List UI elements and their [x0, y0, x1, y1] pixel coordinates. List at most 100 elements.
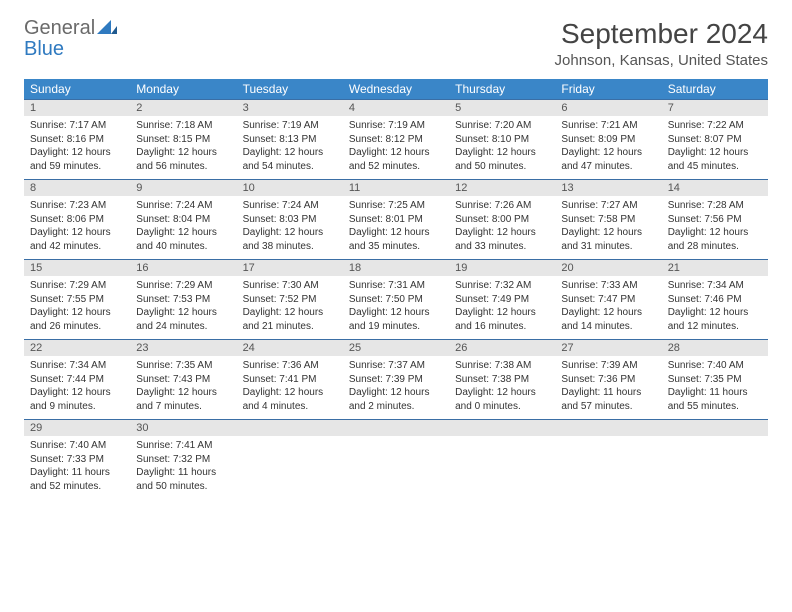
day-details: Sunrise: 7:36 AMSunset: 7:41 PMDaylight:…: [237, 356, 343, 419]
day-details: Sunrise: 7:39 AMSunset: 7:36 PMDaylight:…: [555, 356, 661, 419]
sunrise-text: Sunrise: 7:41 AM: [136, 439, 230, 453]
sunrise-text: Sunrise: 7:38 AM: [455, 359, 549, 373]
dow-header: Wednesday: [343, 79, 449, 99]
day-number: 25: [343, 339, 449, 356]
day-details: Sunrise: 7:40 AMSunset: 7:33 PMDaylight:…: [24, 436, 130, 499]
day-number: 7: [662, 99, 768, 116]
sunset-text: Sunset: 7:52 PM: [243, 293, 337, 307]
calendar-week-row: 8Sunrise: 7:23 AMSunset: 8:06 PMDaylight…: [24, 179, 768, 259]
day-number: 2: [130, 99, 236, 116]
sunset-text: Sunset: 7:49 PM: [455, 293, 549, 307]
calendar-day-cell: [343, 419, 449, 499]
day-number: 12: [449, 179, 555, 196]
sunrise-text: Sunrise: 7:33 AM: [561, 279, 655, 293]
day-details: Sunrise: 7:27 AMSunset: 7:58 PMDaylight:…: [555, 196, 661, 259]
daylight-text: Daylight: 12 hours and 45 minutes.: [668, 146, 762, 173]
logo-mark-icon: [97, 18, 117, 39]
sunset-text: Sunset: 7:43 PM: [136, 373, 230, 387]
day-number: 24: [237, 339, 343, 356]
day-number: 16: [130, 259, 236, 276]
daylight-text: Daylight: 12 hours and 7 minutes.: [136, 386, 230, 413]
daylight-text: Daylight: 12 hours and 33 minutes.: [455, 226, 549, 253]
dow-header: Monday: [130, 79, 236, 99]
day-number: 9: [130, 179, 236, 196]
day-details: Sunrise: 7:24 AMSunset: 8:04 PMDaylight:…: [130, 196, 236, 259]
calendar-day-cell: 25Sunrise: 7:37 AMSunset: 7:39 PMDayligh…: [343, 339, 449, 419]
sunset-text: Sunset: 7:33 PM: [30, 453, 124, 467]
day-number: 15: [24, 259, 130, 276]
sunrise-text: Sunrise: 7:19 AM: [349, 119, 443, 133]
calendar-day-cell: 6Sunrise: 7:21 AMSunset: 8:09 PMDaylight…: [555, 99, 661, 179]
daylight-text: Daylight: 11 hours and 55 minutes.: [668, 386, 762, 413]
sunset-text: Sunset: 7:39 PM: [349, 373, 443, 387]
calendar-day-cell: 12Sunrise: 7:26 AMSunset: 8:00 PMDayligh…: [449, 179, 555, 259]
calendar-table: Sunday Monday Tuesday Wednesday Thursday…: [24, 79, 768, 499]
day-details: Sunrise: 7:18 AMSunset: 8:15 PMDaylight:…: [130, 116, 236, 179]
sunrise-text: Sunrise: 7:37 AM: [349, 359, 443, 373]
day-number: 3: [237, 99, 343, 116]
day-details: Sunrise: 7:41 AMSunset: 7:32 PMDaylight:…: [130, 436, 236, 499]
calendar-day-cell: [662, 419, 768, 499]
calendar-day-cell: 22Sunrise: 7:34 AMSunset: 7:44 PMDayligh…: [24, 339, 130, 419]
calendar-day-cell: 26Sunrise: 7:38 AMSunset: 7:38 PMDayligh…: [449, 339, 555, 419]
day-details: Sunrise: 7:30 AMSunset: 7:52 PMDaylight:…: [237, 276, 343, 339]
daylight-text: Daylight: 11 hours and 50 minutes.: [136, 466, 230, 493]
sunset-text: Sunset: 7:53 PM: [136, 293, 230, 307]
day-details: Sunrise: 7:35 AMSunset: 7:43 PMDaylight:…: [130, 356, 236, 419]
day-number: 19: [449, 259, 555, 276]
day-details: Sunrise: 7:32 AMSunset: 7:49 PMDaylight:…: [449, 276, 555, 339]
day-details: Sunrise: 7:33 AMSunset: 7:47 PMDaylight:…: [555, 276, 661, 339]
day-number: 29: [24, 419, 130, 436]
calendar-day-cell: 1Sunrise: 7:17 AMSunset: 8:16 PMDaylight…: [24, 99, 130, 179]
day-details: Sunrise: 7:40 AMSunset: 7:35 PMDaylight:…: [662, 356, 768, 419]
day-number: 14: [662, 179, 768, 196]
sunrise-text: Sunrise: 7:22 AM: [668, 119, 762, 133]
day-details: Sunrise: 7:38 AMSunset: 7:38 PMDaylight:…: [449, 356, 555, 419]
day-number: 28: [662, 339, 768, 356]
sunset-text: Sunset: 7:55 PM: [30, 293, 124, 307]
sunrise-text: Sunrise: 7:28 AM: [668, 199, 762, 213]
sunrise-text: Sunrise: 7:34 AM: [668, 279, 762, 293]
sunset-text: Sunset: 8:06 PM: [30, 213, 124, 227]
daylight-text: Daylight: 12 hours and 24 minutes.: [136, 306, 230, 333]
day-number: 11: [343, 179, 449, 196]
calendar-day-cell: 20Sunrise: 7:33 AMSunset: 7:47 PMDayligh…: [555, 259, 661, 339]
sunrise-text: Sunrise: 7:20 AM: [455, 119, 549, 133]
daylight-text: Daylight: 12 hours and 38 minutes.: [243, 226, 337, 253]
dow-header: Thursday: [449, 79, 555, 99]
sunrise-text: Sunrise: 7:29 AM: [30, 279, 124, 293]
dow-header: Friday: [555, 79, 661, 99]
sunset-text: Sunset: 7:38 PM: [455, 373, 549, 387]
calendar-day-cell: 8Sunrise: 7:23 AMSunset: 8:06 PMDaylight…: [24, 179, 130, 259]
day-details: Sunrise: 7:31 AMSunset: 7:50 PMDaylight:…: [343, 276, 449, 339]
calendar-day-cell: 5Sunrise: 7:20 AMSunset: 8:10 PMDaylight…: [449, 99, 555, 179]
calendar-day-cell: 18Sunrise: 7:31 AMSunset: 7:50 PMDayligh…: [343, 259, 449, 339]
calendar-day-cell: 16Sunrise: 7:29 AMSunset: 7:53 PMDayligh…: [130, 259, 236, 339]
calendar-day-cell: 4Sunrise: 7:19 AMSunset: 8:12 PMDaylight…: [343, 99, 449, 179]
page-title: September 2024: [555, 18, 768, 50]
day-details: Sunrise: 7:20 AMSunset: 8:10 PMDaylight:…: [449, 116, 555, 179]
sunrise-text: Sunrise: 7:21 AM: [561, 119, 655, 133]
sunset-text: Sunset: 7:35 PM: [668, 373, 762, 387]
day-number: 6: [555, 99, 661, 116]
calendar-body: 1Sunrise: 7:17 AMSunset: 8:16 PMDaylight…: [24, 99, 768, 499]
logo-text: General Blue: [24, 18, 117, 60]
sunrise-text: Sunrise: 7:17 AM: [30, 119, 124, 133]
calendar-day-cell: 14Sunrise: 7:28 AMSunset: 7:56 PMDayligh…: [662, 179, 768, 259]
sunset-text: Sunset: 8:12 PM: [349, 133, 443, 147]
sunset-text: Sunset: 8:01 PM: [349, 213, 443, 227]
sunset-text: Sunset: 8:03 PM: [243, 213, 337, 227]
calendar-day-cell: 19Sunrise: 7:32 AMSunset: 7:49 PMDayligh…: [449, 259, 555, 339]
calendar-day-cell: 3Sunrise: 7:19 AMSunset: 8:13 PMDaylight…: [237, 99, 343, 179]
daylight-text: Daylight: 12 hours and 26 minutes.: [30, 306, 124, 333]
daylight-text: Daylight: 12 hours and 56 minutes.: [136, 146, 230, 173]
daylight-text: Daylight: 12 hours and 12 minutes.: [668, 306, 762, 333]
sunset-text: Sunset: 8:00 PM: [455, 213, 549, 227]
calendar-day-cell: 28Sunrise: 7:40 AMSunset: 7:35 PMDayligh…: [662, 339, 768, 419]
day-details: Sunrise: 7:25 AMSunset: 8:01 PMDaylight:…: [343, 196, 449, 259]
sunrise-text: Sunrise: 7:35 AM: [136, 359, 230, 373]
sunset-text: Sunset: 8:13 PM: [243, 133, 337, 147]
calendar-day-cell: 13Sunrise: 7:27 AMSunset: 7:58 PMDayligh…: [555, 179, 661, 259]
calendar-week-row: 29Sunrise: 7:40 AMSunset: 7:33 PMDayligh…: [24, 419, 768, 499]
sunrise-text: Sunrise: 7:40 AM: [668, 359, 762, 373]
